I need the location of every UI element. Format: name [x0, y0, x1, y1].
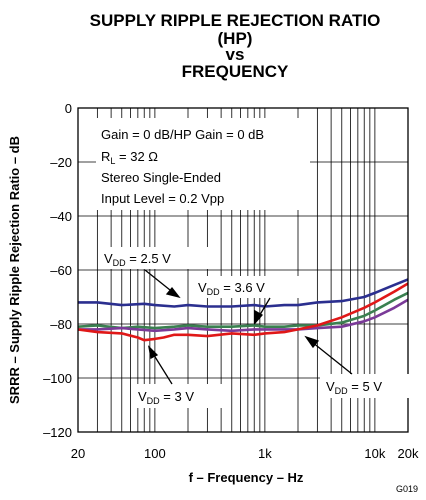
y-tick-label: –60 — [50, 263, 72, 278]
y-tick-label: –40 — [50, 209, 72, 224]
series-line-0 — [78, 278, 409, 308]
arrowhead-3v — [147, 345, 159, 359]
x-axis-label: f – Frequency – Hz — [189, 470, 304, 485]
condition-mode: Stereo Single-Ended — [101, 170, 221, 185]
figure-id: G019 — [395, 484, 418, 494]
y-tick-label: –120 — [43, 425, 72, 440]
x-tick-label: 100 — [144, 446, 166, 461]
arrow-5v — [311, 341, 353, 375]
label-vdd-5v: VDD = 5 V — [326, 379, 382, 396]
y-tick-label: –20 — [50, 155, 72, 170]
y-tick-label: –80 — [50, 317, 72, 332]
x-tick-label: 20k — [398, 446, 419, 461]
label-bg-3v — [132, 384, 222, 408]
x-tick-label: 1k — [258, 446, 272, 461]
x-tick-label: 20 — [71, 446, 85, 461]
label-vdd-2p5v: VDD = 2.5 V — [104, 251, 171, 268]
condition-load: RL = 32 Ω — [101, 149, 158, 166]
tick-labels: 20 100 1k 10k 20k 0 –20 –40 –60 –80 –100 –120 — [43, 101, 419, 461]
arrowhead-5v — [304, 335, 320, 349]
label-vdd-3p6v: VDD = 3.6 V — [198, 280, 265, 297]
plot-frame — [77, 107, 409, 433]
condition-gain: Gain = 0 dB/HP Gain = 0 dB — [101, 127, 264, 142]
label-bg-5v — [320, 374, 410, 398]
series-line-1 — [77, 291, 409, 330]
arrowhead-3p6v — [254, 309, 264, 325]
y-tick-label: 0 — [65, 101, 72, 116]
series-layer — [77, 278, 409, 342]
x-tick-label: 10k — [364, 446, 385, 461]
chart-title-line-4: FREQUENCY — [181, 62, 289, 81]
conditions-box — [96, 118, 310, 210]
label-vdd-3v: VDD = 3 V — [138, 389, 194, 406]
y-tick-label: –100 — [43, 371, 72, 386]
y-axis-label: SRRR – Supply Ripple Rejection Ratio – d… — [7, 136, 22, 404]
arrow-3v — [151, 351, 173, 385]
chart-title-line-3: vs — [225, 45, 245, 64]
label-bg-3p6v — [192, 276, 300, 298]
chart-title-line-2: (HP) — [217, 29, 253, 48]
label-bg-2p5v — [98, 247, 208, 269]
chart-title-line-1: SUPPLY RIPPLE REJECTION RATIO — [89, 11, 381, 30]
series-line-3 — [77, 282, 409, 342]
condition-input-level: Input Level = 0.2 Vpp — [101, 191, 224, 206]
series-line-2 — [78, 298, 409, 333]
arrowhead-2p5v — [165, 286, 181, 299]
